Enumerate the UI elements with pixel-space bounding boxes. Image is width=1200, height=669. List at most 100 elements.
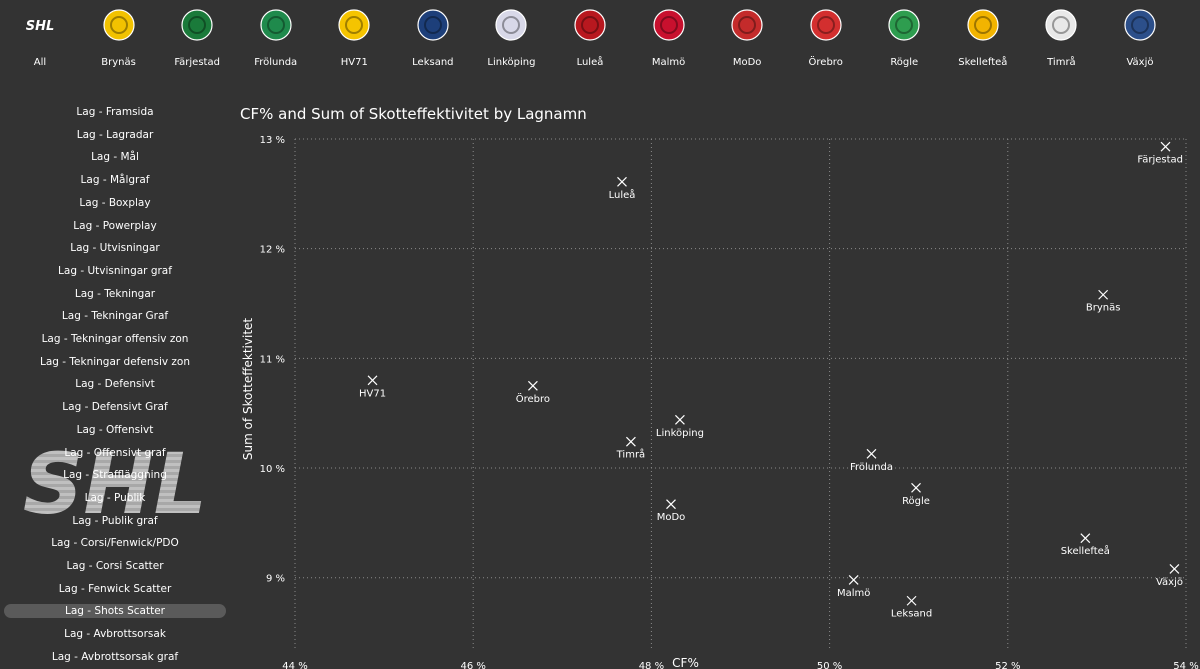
nav-item[interactable]: Lag - Tekningar Graf (61, 310, 169, 323)
nav-item[interactable]: Lag - Lagradar (76, 128, 154, 141)
team-filter-label: Malmö (651, 57, 686, 68)
data-point[interactable] (1160, 141, 1171, 152)
data-point[interactable] (527, 380, 538, 391)
data-point-label: Linköping (656, 428, 704, 439)
data-point-label: Skellefteå (1061, 544, 1110, 557)
team-filter-label: Luleå (576, 57, 604, 68)
vaxjo-logo-icon (1124, 9, 1156, 41)
y-tick-label: 11 % (260, 354, 285, 365)
data-point[interactable] (1098, 289, 1109, 300)
team-filter-skelleftea[interactable]: Skellefteå (943, 0, 1023, 82)
nav-item[interactable]: Lag - Utvisningar graf (58, 264, 172, 277)
team-filter-label: All (33, 57, 47, 68)
nav-item[interactable]: Lag - Framsida (76, 106, 154, 118)
linkoping-logo-icon (495, 9, 528, 41)
team-filter-malmo[interactable]: Malmö (629, 0, 709, 82)
chart-title: CF% and Sum of Skotteffektivitet by Lagn… (240, 105, 587, 123)
nav-item[interactable]: Lag - Defensivt Graf (62, 401, 168, 414)
data-point[interactable] (848, 574, 859, 585)
team-filter-label: Skellefteå (958, 57, 1008, 68)
y-axis-label: Sum of Skotteffektivitet (241, 318, 255, 461)
team-filter-label: Leksand (412, 57, 454, 68)
nav-item[interactable]: Lag - Straffläggning (63, 469, 167, 482)
nav-item[interactable]: Lag - Fenwick Scatter (58, 582, 172, 595)
team-filter-brynas[interactable]: Brynäs (79, 0, 159, 82)
x-axis-label: CF% (672, 656, 699, 669)
team-filter-modo[interactable]: MoDo (707, 0, 787, 82)
team-filter-label: HV71 (340, 57, 368, 68)
team-filter-rogle[interactable]: Rögle (864, 0, 944, 82)
data-point-label: HV71 (359, 388, 386, 399)
team-filter-label: Växjö (1126, 57, 1154, 68)
data-point-label: Malmö (837, 588, 870, 599)
nav-item[interactable]: Lag - Tekningar (74, 287, 156, 300)
team-filter-label: Örebro (808, 57, 843, 68)
report-page-navigation: SHL Lag - Framsida Lag - Lagradar Lag - Må… (0, 100, 232, 669)
team-filter-linkoping[interactable]: Linköping (471, 0, 551, 82)
shl-watermark-text: SHL (23, 445, 207, 521)
team-filter-leksand[interactable]: Leksand (393, 0, 473, 82)
team-filter-all[interactable]: SHL All (0, 0, 80, 82)
nav-item[interactable]: Lag - Publik graf (72, 514, 158, 527)
nav-item[interactable]: Lag - Offensivt graf (64, 446, 166, 459)
nav-item[interactable]: Lag - Målgraf (80, 174, 150, 187)
data-point-label: Färjestad (1137, 155, 1183, 166)
data-point[interactable] (367, 375, 378, 386)
leksand-logo-icon (417, 9, 449, 41)
team-filter-timra[interactable]: Timrå (1021, 0, 1101, 82)
hv71-logo-icon (338, 9, 370, 41)
data-point[interactable] (617, 176, 627, 187)
modo-logo-icon (731, 9, 763, 41)
data-point[interactable] (1169, 564, 1180, 574)
scatter-chart: 44 % 46 % 48 % 50 % 52 % 54 % 9 % 10 % 11 % 12 % 1… (241, 135, 1199, 669)
nav-item[interactable]: Lag - Tekningar offensiv zon (41, 333, 189, 345)
nav-item[interactable]: Lag - Avbrottsorsak (64, 628, 166, 641)
shl-logo-icon: SHL (26, 19, 55, 34)
data-point[interactable] (1080, 533, 1091, 544)
nav-item[interactable]: Lag - Mål (91, 151, 139, 164)
team-filter-label: Linköping (487, 57, 536, 68)
data-point[interactable] (666, 499, 676, 510)
team-filter-farjestad[interactable]: Färjestad (157, 0, 237, 82)
team-filter-hv71[interactable]: HV71 (314, 0, 394, 82)
skelleftea-logo-icon (967, 9, 999, 41)
nav-item[interactable]: Lag - Tekningar defensiv zon (39, 355, 191, 368)
nav-item[interactable]: Lag - Avbrottsorsak graf (51, 650, 179, 663)
y-tick-label: 12 % (260, 245, 285, 256)
gridlines (294, 138, 1187, 649)
orebro-logo-icon (810, 9, 842, 41)
nav-item[interactable]: Lag - Publik (84, 491, 146, 504)
team-filter-vaxjo[interactable]: Växjö (1100, 0, 1180, 82)
x-tick-label: 50 % (817, 661, 842, 669)
brynas-logo-icon (102, 9, 135, 41)
team-filter-lulea[interactable]: Luleå (550, 0, 630, 82)
x-tick-label: 48 % (639, 661, 664, 669)
data-point[interactable] (906, 595, 917, 606)
nav-item[interactable]: Lag - Defensivt (75, 378, 155, 391)
data-point-label: MoDo (657, 512, 686, 523)
nav-item[interactable]: Lag - Utvisningar (70, 242, 160, 255)
team-filter-label: Brynäs (101, 57, 136, 68)
nav-item[interactable]: Lag - Corsi/Fenwick/PDO (51, 537, 179, 550)
nav-item[interactable]: Lag - Powerplay (73, 219, 157, 232)
nav-item[interactable]: Lag - Corsi Scatter (66, 560, 164, 572)
team-filter-label: Färjestad (174, 57, 220, 68)
data-point[interactable] (625, 436, 636, 447)
y-tick-label: 13 % (260, 135, 285, 146)
data-point[interactable] (911, 482, 921, 493)
team-filter-label: Rögle (890, 57, 919, 68)
nav-item[interactable]: Lag - Offensivt (76, 423, 154, 436)
data-point[interactable] (674, 414, 685, 425)
data-point-label: Frölunda (850, 462, 893, 473)
data-point-label: Rögle (902, 496, 930, 507)
lulea-logo-icon (574, 9, 606, 41)
shl-watermark-logo: SHL (23, 445, 207, 521)
team-filter-orebro[interactable]: Örebro (786, 0, 866, 82)
nav-item[interactable]: Lag - Shots Scatter (4, 604, 226, 619)
team-filter-label: MoDo (732, 57, 762, 68)
nav-item[interactable]: Lag - Boxplay (79, 196, 151, 209)
x-tick-label: 44 % (282, 661, 307, 669)
x-tick-label: 54 % (1173, 661, 1198, 669)
data-point[interactable] (866, 448, 877, 459)
team-filter-frolunda[interactable]: Frölunda (236, 0, 316, 82)
